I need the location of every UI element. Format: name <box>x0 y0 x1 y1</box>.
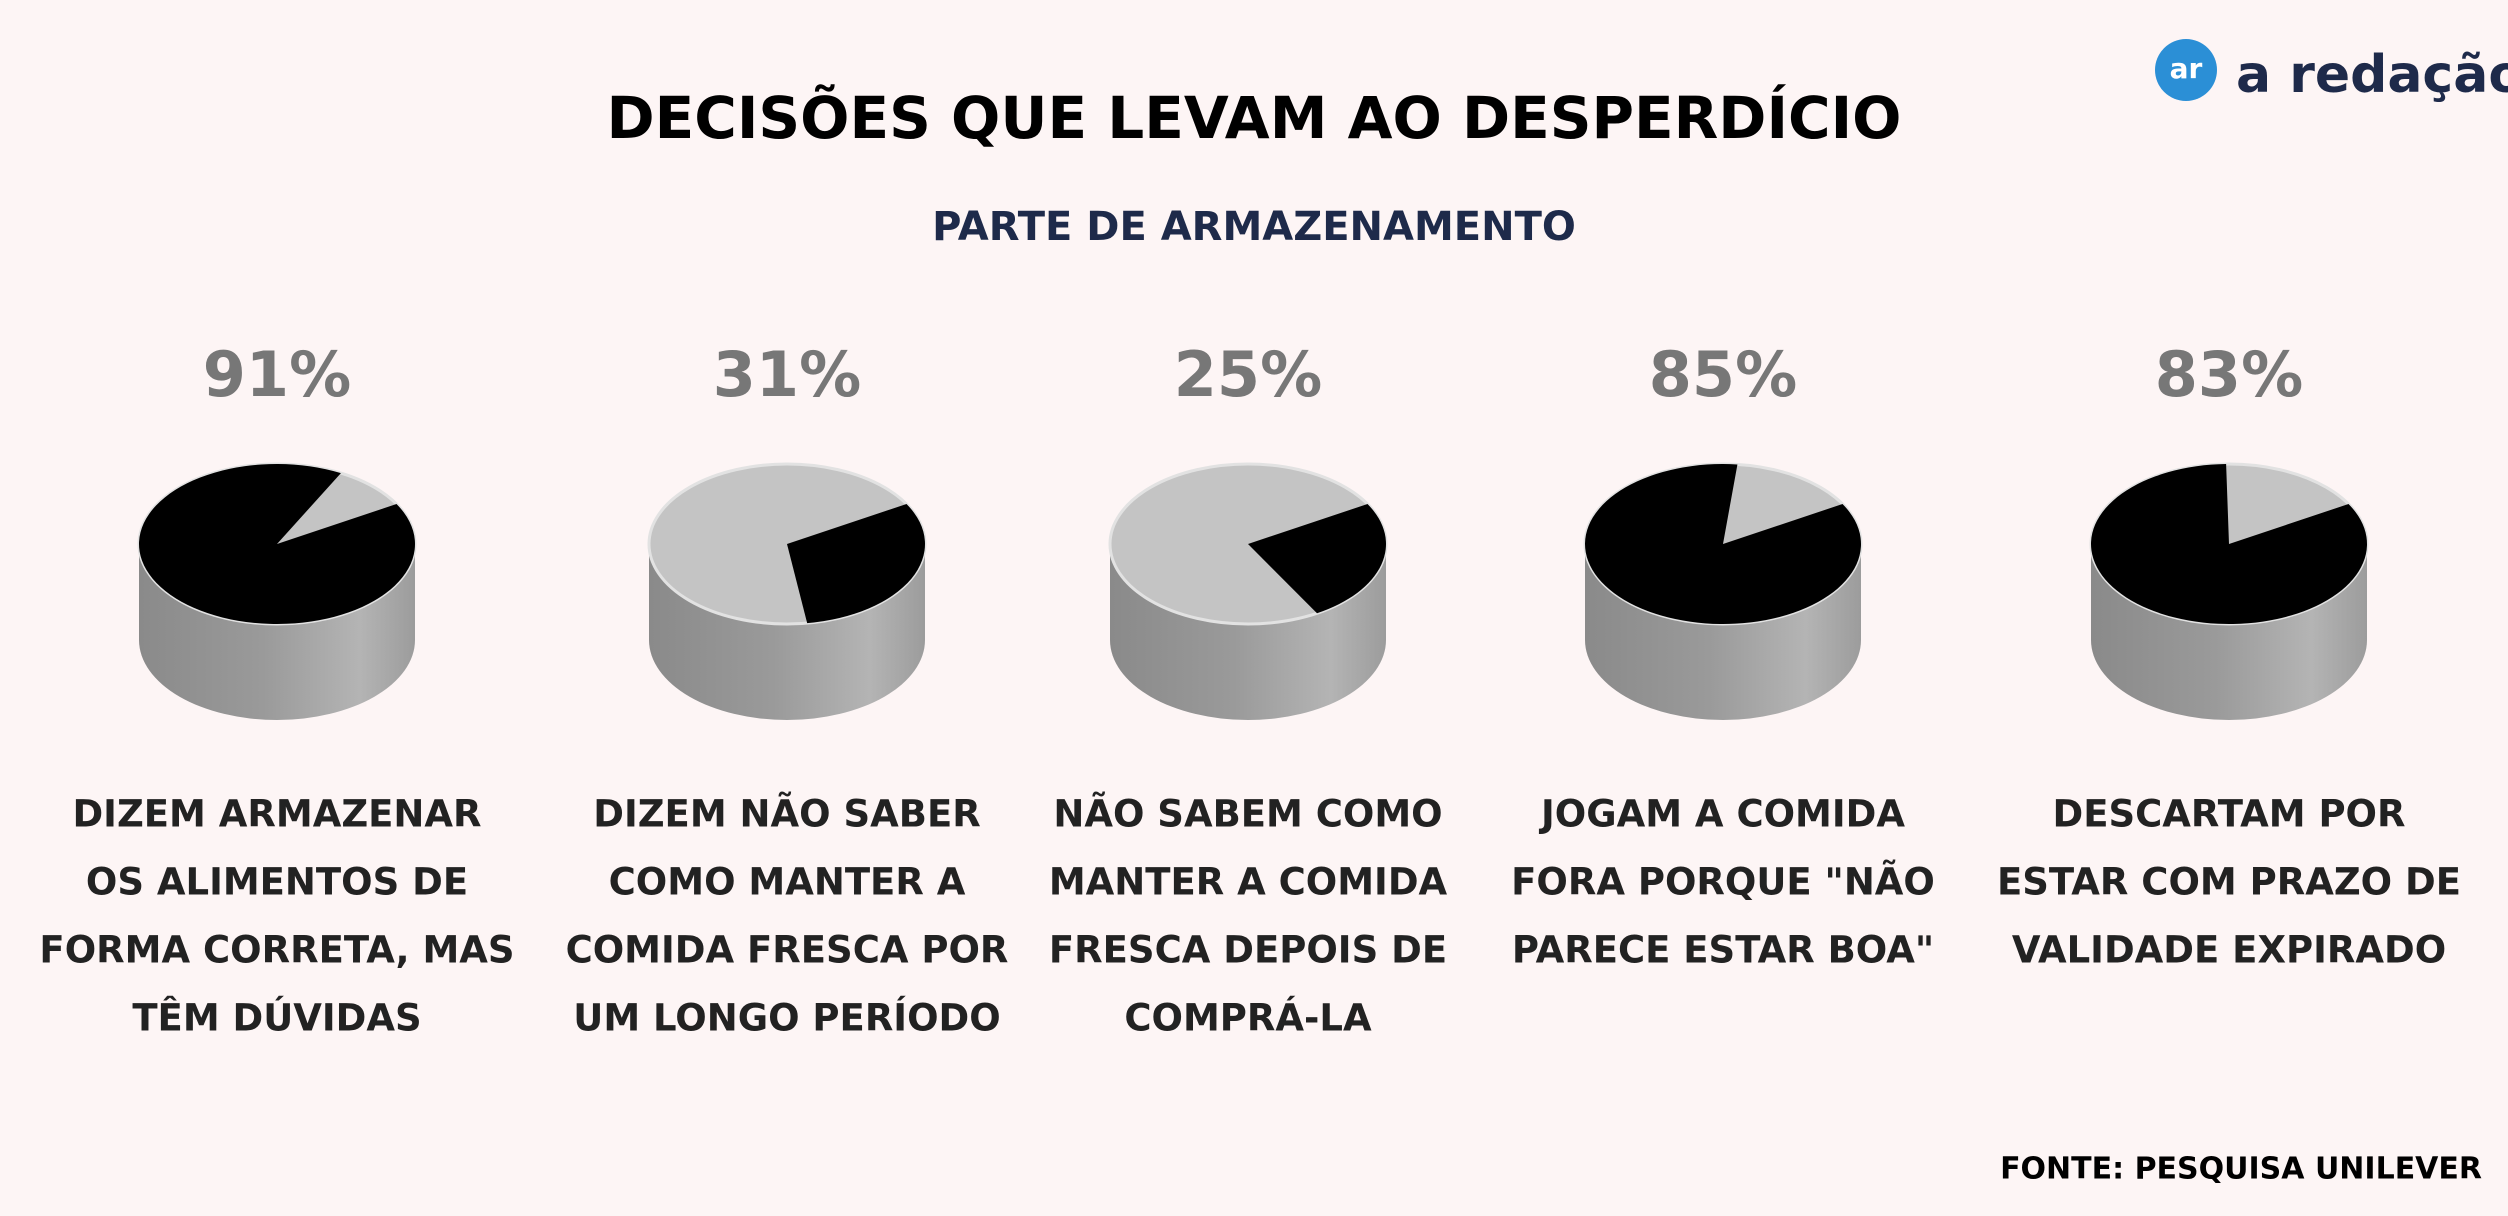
caption-line: COMPRÁ-LA <box>1124 996 1372 1040</box>
title: DECISÕES QUE LEVAM AO DESPERDÍCIO <box>606 83 1901 152</box>
source: FONTE: PESQUISA UNILEVER <box>2000 1152 2482 1187</box>
caption-line: MANTER A COMIDA <box>1049 861 1448 904</box>
value-label: 83% <box>2155 338 2303 411</box>
pie-slice <box>787 504 925 624</box>
caption-line: PARECE ESTAR BOA" <box>1512 929 1934 972</box>
pie-slice <box>1585 464 1862 624</box>
caption-line: VALIDADE EXPIRADO <box>2012 929 2446 972</box>
caption-line: OS ALIMENTOS DE <box>86 861 468 904</box>
pie-slice <box>2091 464 2367 624</box>
caption-line: TÊM DÚVIDAS <box>132 996 421 1040</box>
logo-text: a redação <box>2236 45 2508 105</box>
pie-slice <box>139 464 416 624</box>
caption-line: NÃO SABEM COMO <box>1053 792 1442 836</box>
caption-line: UM LONGO PERÍODO <box>573 996 1000 1040</box>
caption-line: COMO MANTER A <box>609 861 966 904</box>
caption-line: FORMA CORRETA, MAS <box>39 929 514 972</box>
caption-line: FORA PORQUE "NÃO <box>1511 860 1935 904</box>
value-label: 31% <box>713 338 861 411</box>
logo: ar a redação <box>2155 39 2508 105</box>
pie-slice <box>1248 504 1386 614</box>
caption-line: FRESCA DEPOIS DE <box>1049 929 1447 972</box>
caption-line: DIZEM NÃO SABER <box>593 792 980 836</box>
caption-line: DIZEM ARMAZENAR <box>72 793 481 836</box>
logo-mark: ar <box>2170 52 2203 85</box>
value-label: 25% <box>1174 338 1322 411</box>
caption-line: COMIDA FRESCA POR <box>566 929 1009 972</box>
caption-line: DESCARTAM POR <box>2052 793 2405 836</box>
logo-circle <box>2155 39 2217 101</box>
caption-line: JOGAM A COMIDA <box>1538 793 1905 836</box>
value-label: 91% <box>203 338 351 411</box>
value-label: 85% <box>1649 338 1797 411</box>
subtitle: PARTE DE ARMAZENAMENTO <box>932 204 1576 250</box>
caption-line: ESTAR COM PRAZO DE <box>1997 861 2461 904</box>
